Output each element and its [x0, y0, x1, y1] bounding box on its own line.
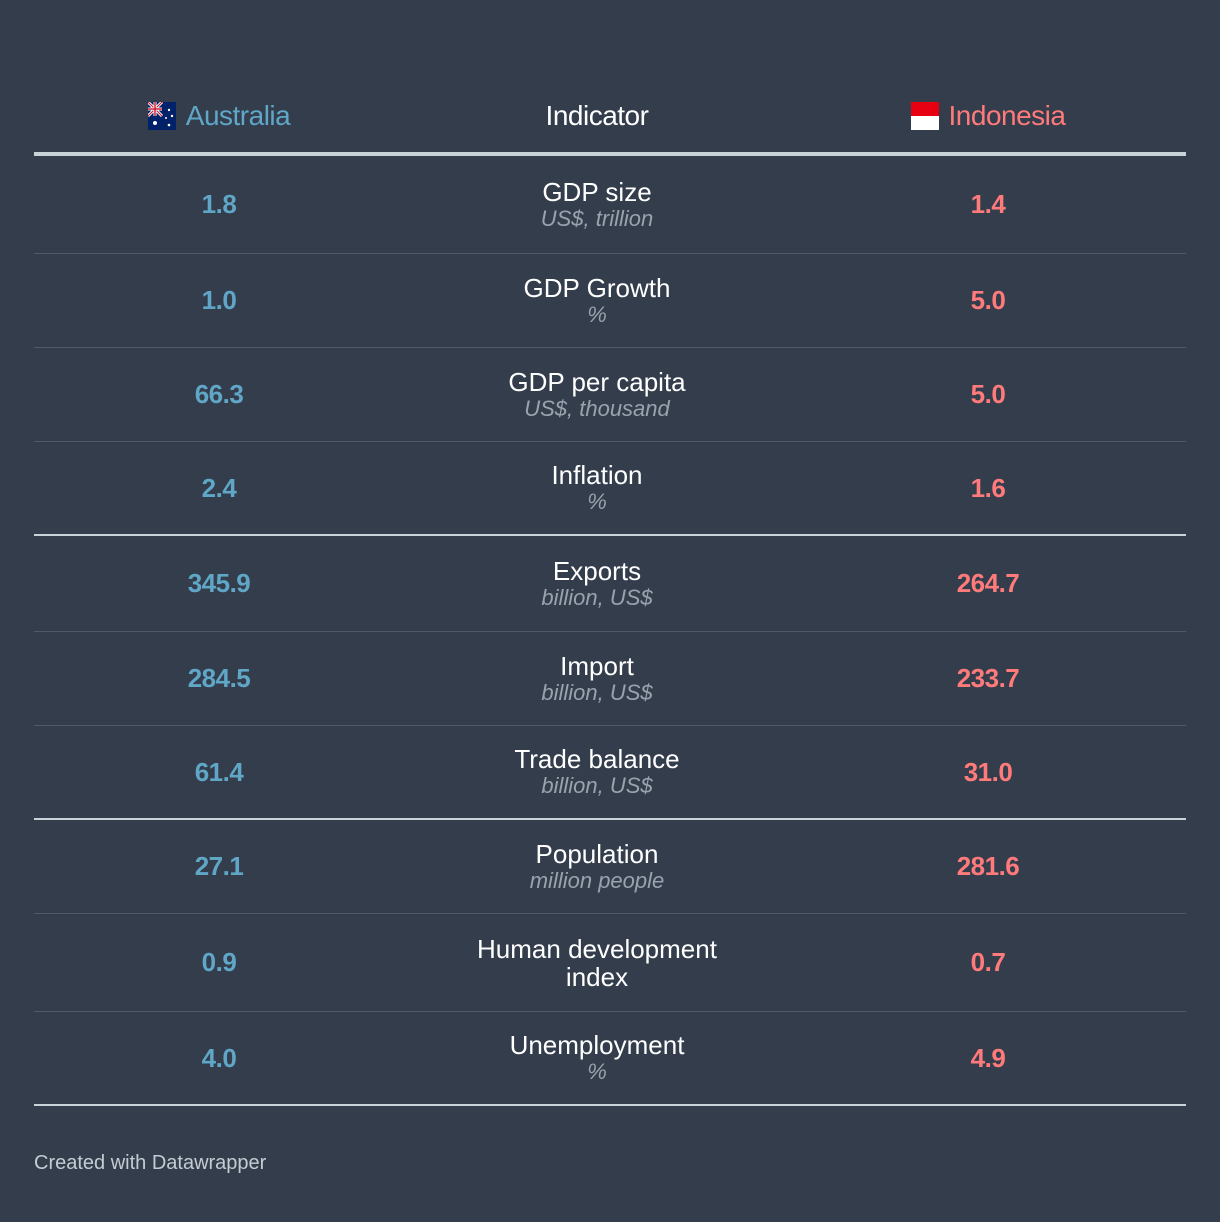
indonesia-value: 1.4 [970, 189, 1006, 219]
indicator-unit: US$, thousand [524, 395, 670, 421]
indicator-name: Inflation [551, 460, 643, 490]
header-indonesia[interactable]: Indonesia [790, 96, 1186, 136]
indicator-unit: % [587, 1059, 607, 1084]
header-indicator-label: Indicator [545, 100, 649, 131]
table-row: 284.5 Import billion, US$ 233.7 [34, 632, 1186, 726]
table-row: 4.0 Unemployment% 4.9 [34, 1012, 1186, 1106]
header-australia[interactable]: Australia [34, 96, 404, 136]
indicator-unit: % [587, 489, 607, 514]
indicator-unit: billion, US$ [541, 679, 653, 705]
table-row: 0.9 Human development index 0.7 [34, 914, 1186, 1012]
table-row: 345.9 Exports billion, US$ 264.7 [34, 536, 1186, 632]
indicator-name: Trade balance [514, 744, 680, 774]
footer-credit: Created with Datawrapper [34, 1152, 267, 1174]
australia-value: 2.4 [201, 472, 237, 503]
indicator-cell: Inflation% [404, 442, 790, 534]
australia-value: 345.9 [187, 568, 251, 598]
indicator-name: GDP per capita [508, 366, 686, 397]
indicator-cell: Unemployment% [404, 1012, 790, 1104]
indicator-name: Import [560, 650, 634, 681]
indicator-unit: million people [529, 867, 665, 893]
indicator-name: Human development index [477, 933, 717, 992]
indicator-name: GDP Growth [523, 272, 671, 303]
indonesia-flag-icon [910, 102, 939, 130]
indicator-unit: billion, US$ [541, 773, 653, 798]
indonesia-value: 0.7 [970, 947, 1006, 977]
table-row: 66.3 GDP per capita US$, thousand 5.0 [34, 348, 1186, 442]
indicator-cell: Population million people [404, 820, 790, 913]
table-header: Australia Indicator Indonesia [34, 0, 1186, 156]
indonesia-value: 233.7 [956, 663, 1020, 693]
australia-value: 0.9 [201, 947, 237, 977]
indicator-cell: Human development index [404, 914, 790, 1011]
indicator-cell: GDP Growth% [404, 254, 790, 347]
indonesia-value: 281.6 [956, 851, 1020, 881]
header-indicator[interactable]: Indicator [404, 96, 790, 136]
indicator-unit: US$, trillion [540, 205, 654, 231]
indonesia-value: 31.0 [963, 756, 1013, 787]
australia-value: 27.1 [194, 851, 244, 881]
indonesia-value: 264.7 [956, 568, 1020, 598]
australia-value: 1.0 [201, 285, 237, 315]
table-row: 27.1 Population million people 281.6 [34, 820, 1186, 914]
indicator-cell: Trade balance billion, US$ [404, 726, 790, 818]
header-indonesia-label: Indonesia [948, 100, 1066, 131]
indicator-cell: GDP per capita US$, thousand [404, 348, 790, 441]
table-row: 61.4 Trade balance billion, US$ 31.0 [34, 726, 1186, 820]
indonesia-value: 4.9 [970, 1042, 1006, 1073]
indicator-cell: Import billion, US$ [404, 632, 790, 725]
indicator-unit: % [587, 301, 607, 327]
indonesia-value: 5.0 [970, 379, 1006, 409]
indonesia-value: 5.0 [970, 285, 1006, 315]
australia-value: 1.8 [201, 189, 237, 219]
australia-flag-icon [147, 102, 176, 130]
table-row: 2.4 Inflation% 1.6 [34, 442, 1186, 536]
header-australia-label: Australia [185, 100, 291, 131]
table-row: 1.0 GDP Growth% 5.0 [34, 254, 1186, 348]
australia-value: 61.4 [194, 756, 244, 787]
australia-value: 66.3 [194, 379, 244, 409]
indonesia-value: 1.6 [970, 472, 1006, 503]
indicator-unit: billion, US$ [541, 584, 653, 610]
indicator-name: Exports [552, 555, 642, 586]
indicator-name: Unemployment [509, 1030, 685, 1060]
indicator-name: Population [535, 838, 659, 869]
australia-value: 4.0 [201, 1042, 237, 1073]
indicator-name: GDP size [542, 176, 652, 207]
australia-value: 284.5 [187, 663, 251, 693]
indicator-cell: Exports billion, US$ [404, 536, 790, 631]
indicator-cell: GDP size US$, trillion [404, 156, 790, 253]
table-row: 1.8 GDP size US$, trillion 1.4 [34, 156, 1186, 254]
